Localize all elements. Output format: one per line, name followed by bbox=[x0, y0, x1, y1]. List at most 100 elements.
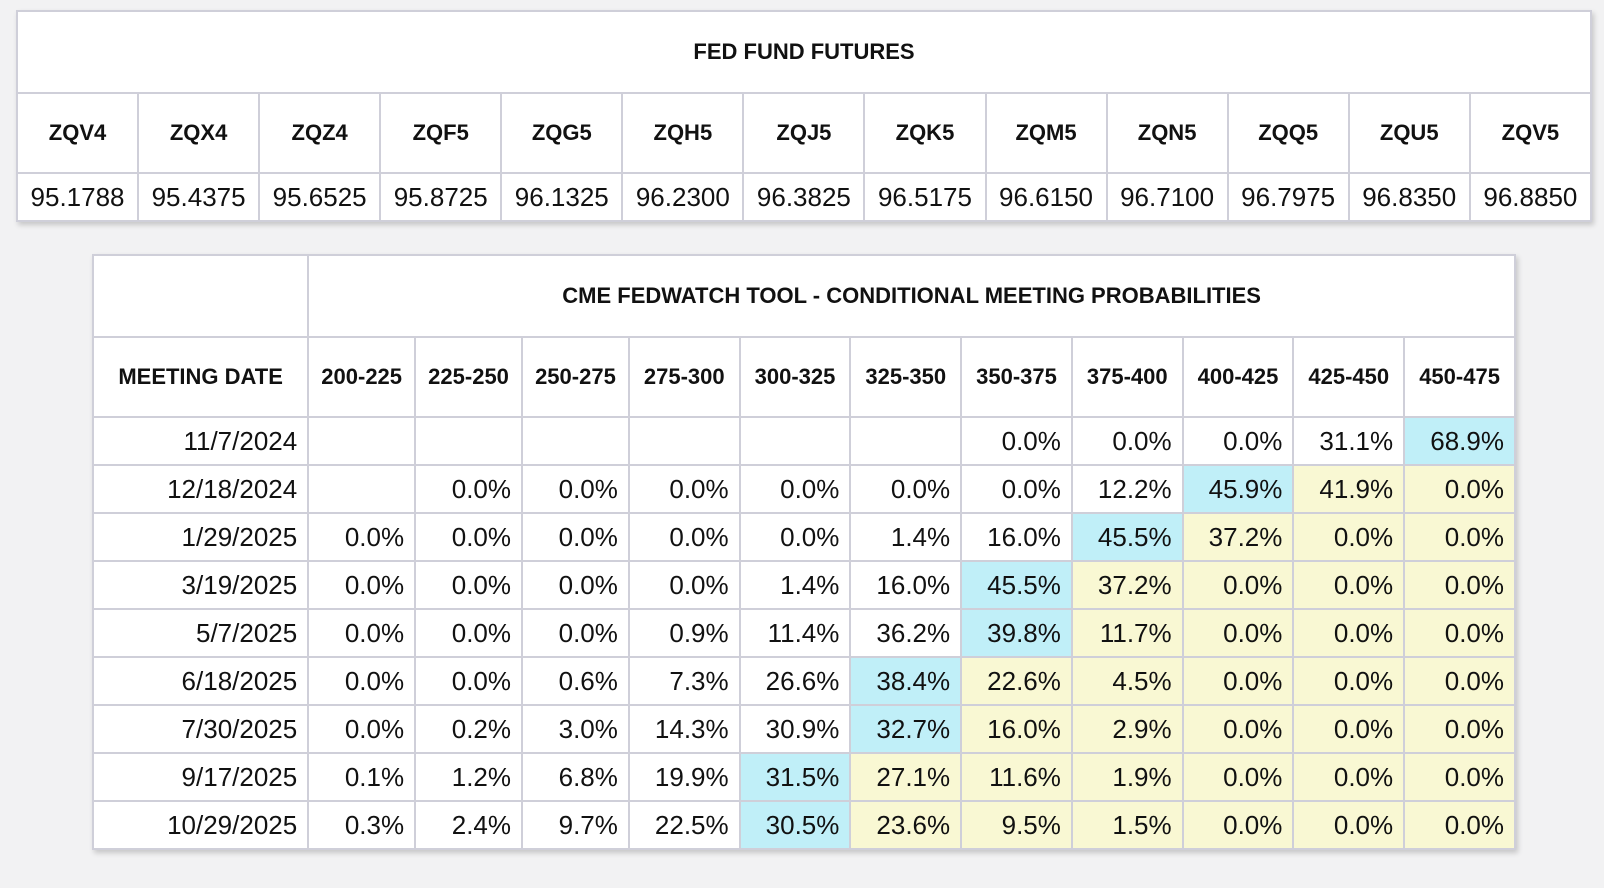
probability-cell: 0.0% bbox=[521, 560, 630, 610]
probability-cell: 12.2% bbox=[1070, 464, 1184, 514]
probability-cell: 3.0% bbox=[521, 704, 630, 754]
probability-cell: 27.1% bbox=[849, 752, 963, 802]
meeting-date-cell: 3/19/2025 bbox=[91, 560, 310, 610]
probability-cell: 31.1% bbox=[1292, 416, 1406, 466]
futures-table-title: FED FUND FUTURES bbox=[16, 10, 1592, 94]
fedwatch-body: 11/7/2024 0.0% 0.0% 0.0% 31.1% 68.9% 12/18/202… bbox=[91, 416, 1516, 850]
rate-range-header: 400-425 bbox=[1181, 336, 1295, 418]
probability-cell: 1.2% bbox=[414, 752, 523, 802]
probability-cell: 0.0% bbox=[960, 464, 1073, 514]
meeting-row: 10/29/2025 0.3% 2.4% 9.7% 22.5% 30.5% 23.6% 9.5… bbox=[91, 800, 1516, 850]
meeting-date-cell: 10/29/2025 bbox=[91, 800, 310, 850]
probability-cell: 0.0% bbox=[1292, 752, 1406, 802]
probability-cell: 16.0% bbox=[960, 512, 1073, 562]
probability-cell: 14.3% bbox=[627, 704, 741, 754]
rate-range-header: 250-275 bbox=[521, 336, 630, 418]
probability-cell: 0.0% bbox=[1292, 512, 1406, 562]
probability-cell: 0.0% bbox=[307, 512, 417, 562]
probability-cell: 0.0% bbox=[414, 464, 523, 514]
probability-cell: 0.0% bbox=[414, 608, 523, 658]
futures-contract-header: ZQJ5 bbox=[742, 92, 866, 174]
probability-cell: 32.7% bbox=[849, 704, 963, 754]
meeting-row: 1/29/2025 0.0% 0.0% 0.0% 0.0% 0.0% 1.4% 16.0% 45… bbox=[91, 512, 1516, 562]
probability-cell: 0.0% bbox=[1403, 512, 1516, 562]
futures-header-row: ZQV4 ZQX4 ZQZ4 ZQF5 ZQG5 ZQH5 ZQJ5 ZQK5 ZQM5 ZQN5… bbox=[15, 92, 1593, 174]
meeting-row: 6/18/2025 0.0% 0.0% 0.6% 7.3% 26.6% 38.4% 22.6%… bbox=[91, 656, 1516, 706]
rate-range-header: 425-450 bbox=[1292, 336, 1406, 418]
probability-cell: 11.6% bbox=[960, 752, 1073, 802]
probability-cell bbox=[627, 416, 741, 466]
probability-cell: 45.5% bbox=[960, 560, 1073, 610]
probability-cell bbox=[307, 416, 417, 466]
probability-cell: 0.0% bbox=[849, 464, 963, 514]
probability-cell: 11.4% bbox=[738, 608, 852, 658]
probability-cell: 0.0% bbox=[307, 608, 417, 658]
probability-cell: 0.0% bbox=[1181, 560, 1295, 610]
meeting-row: 12/18/2024 0.0% 0.0% 0.0% 0.0% 0.0% 0.0% 12.2% 4… bbox=[91, 464, 1516, 514]
probability-cell bbox=[521, 416, 630, 466]
probability-cell: 0.0% bbox=[1292, 608, 1406, 658]
futures-contract-header: ZQV5 bbox=[1468, 92, 1593, 174]
rate-range-header: 450-475 bbox=[1403, 336, 1516, 418]
futures-contract-header: ZQQ5 bbox=[1226, 92, 1350, 174]
meeting-row: 5/7/2025 0.0% 0.0% 0.0% 0.9% 11.4% 36.2% 39.8% 1… bbox=[91, 608, 1516, 658]
probability-cell: 39.8% bbox=[960, 608, 1073, 658]
probability-cell: 1.4% bbox=[849, 512, 963, 562]
probability-cell bbox=[849, 416, 963, 466]
meeting-row: 3/19/2025 0.0% 0.0% 0.0% 0.0% 1.4% 16.0% 45.5% 3… bbox=[91, 560, 1516, 610]
futures-price-cell: 95.1788 bbox=[15, 172, 140, 222]
probability-cell: 0.0% bbox=[521, 512, 630, 562]
rate-range-header: 225-250 bbox=[414, 336, 523, 418]
futures-price-cell: 96.7100 bbox=[1105, 172, 1229, 222]
probability-cell: 26.6% bbox=[738, 656, 852, 706]
futures-contract-header: ZQH5 bbox=[621, 92, 745, 174]
probability-cell: 0.0% bbox=[1403, 752, 1516, 802]
rate-range-header: 300-325 bbox=[738, 336, 852, 418]
futures-price-cell: 96.5175 bbox=[863, 172, 987, 222]
probability-cell: 0.0% bbox=[414, 512, 523, 562]
probability-cell: 1.5% bbox=[1070, 800, 1184, 850]
futures-price-cell: 96.6150 bbox=[984, 172, 1108, 222]
probability-cell: 0.0% bbox=[1181, 752, 1295, 802]
futures-contract-header: ZQF5 bbox=[379, 92, 503, 174]
futures-price-cell: 96.3825 bbox=[742, 172, 866, 222]
probability-cell: 0.0% bbox=[414, 560, 523, 610]
probability-cell: 37.2% bbox=[1181, 512, 1295, 562]
probability-cell: 0.0% bbox=[1292, 656, 1406, 706]
meeting-date-cell: 7/30/2025 bbox=[91, 704, 310, 754]
futures-price-cell: 96.8350 bbox=[1347, 172, 1471, 222]
probability-cell: 36.2% bbox=[849, 608, 963, 658]
futures-contract-header: ZQV4 bbox=[15, 92, 140, 174]
fed-fund-futures-table: FED FUND FUTURES ZQV4 ZQX4 ZQZ4 ZQF5 ZQG5 ZQH… bbox=[15, 10, 1593, 222]
meeting-date-cell: 9/17/2025 bbox=[91, 752, 310, 802]
probability-cell: 30.5% bbox=[738, 800, 852, 850]
futures-price-cell: 95.4375 bbox=[137, 172, 261, 222]
probability-cell: 2.4% bbox=[414, 800, 523, 850]
probability-cell: 0.0% bbox=[521, 608, 630, 658]
probability-cell: 6.8% bbox=[521, 752, 630, 802]
probability-cell: 0.1% bbox=[307, 752, 417, 802]
meeting-date-cell: 5/7/2025 bbox=[91, 608, 310, 658]
probability-cell bbox=[738, 416, 852, 466]
rate-range-header: 200-225 bbox=[307, 336, 417, 418]
probability-cell: 7.3% bbox=[627, 656, 741, 706]
meeting-date-cell: 12/18/2024 bbox=[91, 464, 310, 514]
futures-contract-header: ZQN5 bbox=[1105, 92, 1229, 174]
probability-cell: 0.0% bbox=[1181, 704, 1295, 754]
probability-cell: 68.9% bbox=[1403, 416, 1516, 466]
probability-cell: 0.0% bbox=[1292, 560, 1406, 610]
probability-cell: 0.0% bbox=[1403, 704, 1516, 754]
probability-cell bbox=[307, 464, 417, 514]
probability-cell: 4.5% bbox=[1070, 656, 1184, 706]
probability-cell: 1.4% bbox=[738, 560, 852, 610]
probability-cell: 2.9% bbox=[1070, 704, 1184, 754]
probability-cell: 0.0% bbox=[1403, 464, 1516, 514]
probability-cell: 45.5% bbox=[1070, 512, 1184, 562]
probability-cell: 0.0% bbox=[1403, 800, 1516, 850]
probability-cell: 0.3% bbox=[307, 800, 417, 850]
fedwatch-header-row: MEETING DATE 200-225 225-250 250-275 275-30… bbox=[91, 336, 1516, 418]
probability-cell: 45.9% bbox=[1181, 464, 1295, 514]
probability-cell: 0.0% bbox=[307, 704, 417, 754]
rate-range-header: 325-350 bbox=[849, 336, 963, 418]
futures-price-cell: 96.2300 bbox=[621, 172, 745, 222]
